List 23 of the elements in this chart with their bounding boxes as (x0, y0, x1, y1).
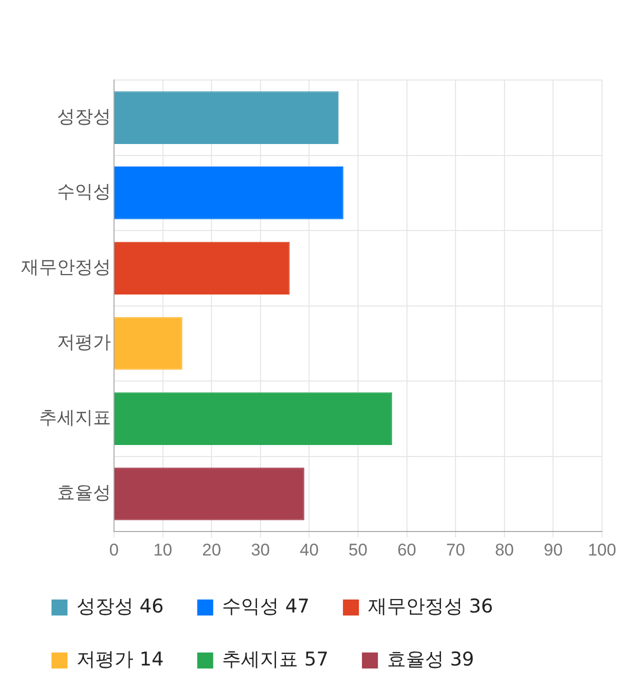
x-tick-label: 40 (300, 540, 319, 560)
x-tick-label: 30 (250, 540, 270, 560)
y-tick-label: 성장성 (57, 106, 111, 128)
y-tick-label: 효율성 (57, 482, 111, 504)
x-tick-label: 60 (397, 540, 416, 560)
x-tick-label: 70 (446, 540, 466, 560)
x-tick-label: 0 (109, 540, 119, 560)
legend-label: 저평가 14 (76, 648, 164, 670)
x-tick-label: 100 (588, 540, 616, 560)
legend-label: 효율성 39 (386, 648, 474, 670)
x-tick-label: 80 (494, 540, 514, 560)
x-tick-label: 20 (202, 540, 222, 560)
x-tick-label: 10 (153, 540, 172, 560)
x-tick-label: 50 (348, 540, 368, 560)
x-tick-label: 90 (544, 540, 563, 560)
y-tick-label: 재무안정성 (21, 256, 111, 278)
y-tick-label: 수익성 (57, 182, 111, 203)
legend-label: 성장성 46 (76, 595, 164, 618)
y-tick-label: 추세지표 (39, 407, 111, 428)
legend-label: 수익성 47 (222, 595, 310, 618)
legend-label: 재무안정성 36 (368, 595, 494, 618)
y-tick-label: 저평가 (57, 332, 111, 354)
legend-label: 추세지표 57 (222, 648, 328, 670)
